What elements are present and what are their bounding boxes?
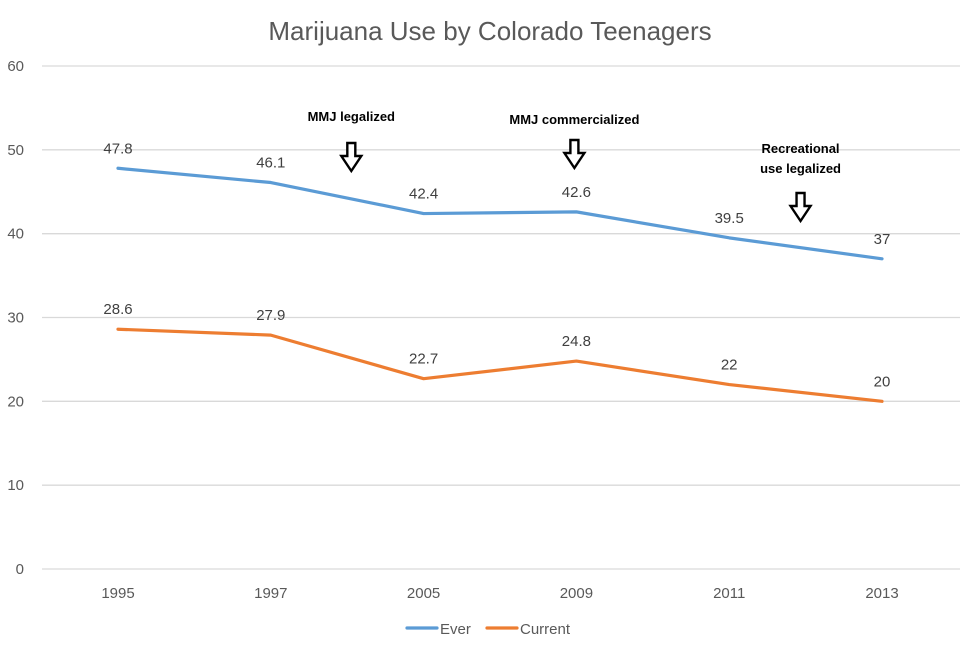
data-label-ever: 46.1: [256, 155, 285, 172]
annotation-text: use legalized: [760, 161, 841, 176]
y-tick-label: 10: [7, 477, 24, 494]
data-label-ever: 37: [874, 231, 891, 248]
x-tick-label: 2013: [865, 585, 898, 602]
legend: Ever Current: [405, 621, 571, 638]
data-label-ever: 42.4: [409, 186, 438, 203]
data-label-current: 24.8: [562, 333, 591, 350]
annotation: MMJ legalized: [308, 109, 395, 174]
chart-title: Marijuana Use by Colorado Teenagers: [268, 16, 711, 46]
x-axis-tick-labels: 1995 1997 2005 2009 2011 2013: [101, 585, 898, 602]
legend-label: Ever: [440, 621, 471, 638]
y-tick-label: 50: [7, 142, 24, 159]
x-tick-label: 2011: [713, 585, 745, 602]
y-tick-label: 40: [7, 226, 24, 243]
y-tick-label: 30: [7, 310, 24, 327]
annotation-text: MMJ legalized: [308, 109, 395, 124]
y-tick-label: 20: [7, 393, 24, 410]
series-lines: [116, 166, 884, 403]
legend-item-current: Current: [485, 621, 571, 638]
down-arrow-icon: [339, 141, 364, 174]
annotation: MMJ commercialized: [509, 112, 639, 171]
down-arrow-icon: [788, 191, 813, 224]
series-line-ever: [116, 166, 884, 261]
data-label-ever: 47.8: [103, 140, 132, 157]
data-label-ever: 42.6: [562, 184, 591, 201]
annotations: MMJ legalized MMJ commercialized Recreatio…: [308, 109, 841, 224]
x-tick-label: 2005: [407, 585, 440, 602]
y-tick-label: 60: [7, 58, 24, 75]
annotation: Recreational use legalized: [760, 141, 841, 224]
x-tick-label: 1995: [101, 585, 134, 602]
data-label-current: 27.9: [256, 307, 285, 324]
data-label-current: 20: [874, 373, 891, 390]
data-label-current: 28.6: [103, 301, 132, 318]
series-line-current: [116, 327, 884, 403]
annotation-text: Recreational: [762, 141, 840, 156]
data-label-ever: 39.5: [715, 210, 744, 227]
data-label-current: 22.7: [409, 351, 438, 368]
legend-label: Current: [520, 621, 571, 638]
y-axis-tick-labels: 0 10 20 30 40 50 60: [7, 58, 24, 578]
gridlines: [42, 65, 960, 570]
down-arrow-icon: [562, 138, 587, 171]
legend-item-ever: Ever: [405, 621, 471, 638]
data-label-current: 22: [721, 357, 738, 374]
x-tick-label: 1997: [254, 585, 287, 602]
annotation-text: MMJ commercialized: [509, 112, 639, 127]
data-labels: 47.8 46.1 42.4 42.6 39.5 37 28.6 27.9 22.7 24.8 22…: [103, 140, 890, 390]
x-tick-label: 2009: [560, 585, 593, 602]
y-tick-label: 0: [16, 561, 24, 578]
